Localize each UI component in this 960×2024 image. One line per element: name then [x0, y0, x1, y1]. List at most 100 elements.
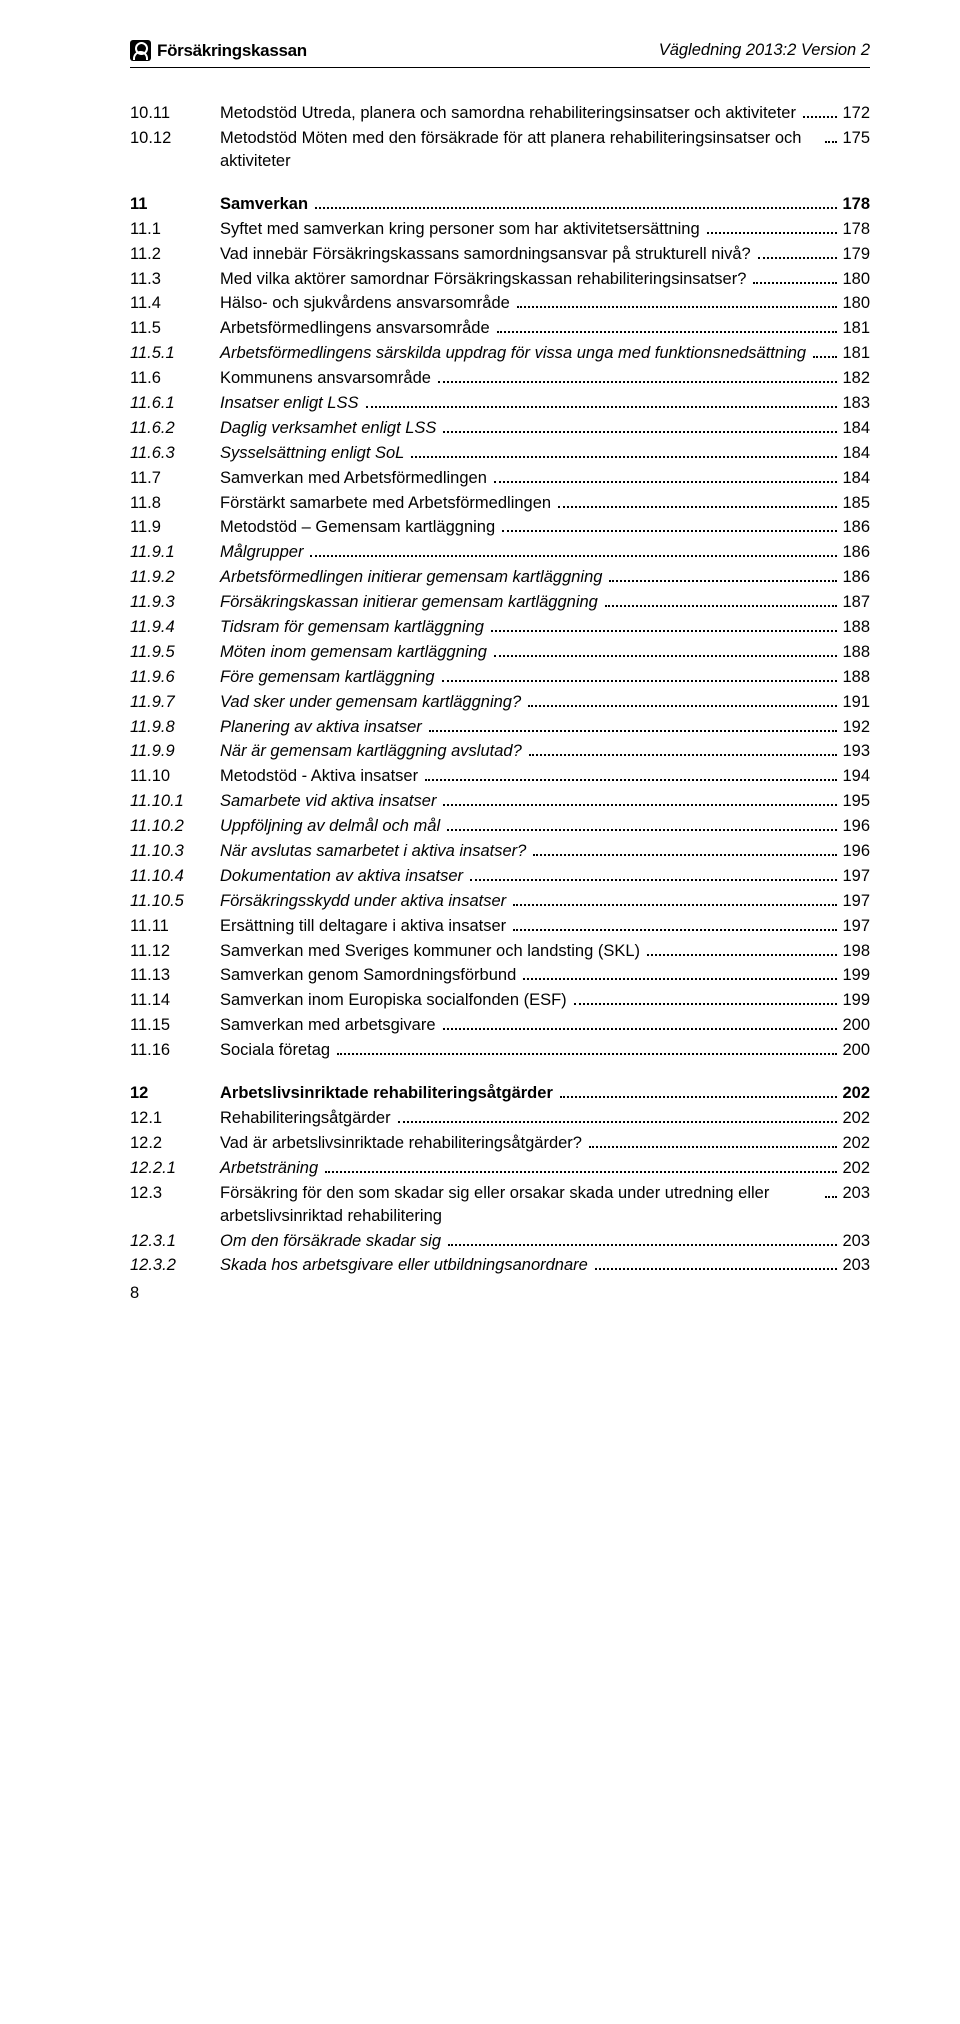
toc-num: 12.2: [130, 1132, 220, 1155]
toc-text: Hälso- och sjukvårdens ansvarsområde: [220, 292, 514, 315]
toc-section-gap: [130, 1064, 870, 1082]
toc-row: 11.8Förstärkt samarbete med Arbetsförmed…: [130, 492, 870, 515]
toc-text: Uppföljning av delmål och mål: [220, 815, 444, 838]
toc-num: 11.9.4: [130, 616, 220, 639]
toc-leader: [425, 768, 837, 781]
toc-page: 186: [840, 566, 870, 589]
toc-num: 11.10.3: [130, 840, 220, 863]
toc-page: 202: [840, 1082, 870, 1105]
toc-row: 11.14Samverkan inom Europiska socialfond…: [130, 989, 870, 1012]
toc-text: Samverkan med Sveriges kommuner och land…: [220, 940, 644, 963]
toc-leader: [803, 105, 837, 118]
toc-row: 12.3.1Om den försäkrade skadar sig203: [130, 1230, 870, 1253]
toc-row: 11.9.7Vad sker under gemensam kartläggni…: [130, 691, 870, 714]
toc-leader: [589, 1135, 838, 1148]
toc-text: Arbetsträning: [220, 1157, 322, 1180]
toc-row: 11.11Ersättning till deltagare i aktiva …: [130, 915, 870, 938]
toc-leader: [813, 345, 837, 358]
toc-text: Metodstöd – Gemensam kartläggning: [220, 516, 499, 539]
toc-label: Försäkringsskydd under aktiva insatser19…: [220, 890, 870, 913]
toc-text: När avslutas samarbetet i aktiva insatse…: [220, 840, 530, 863]
toc-page: 184: [840, 467, 870, 490]
toc-page: 186: [840, 541, 870, 564]
toc-num: 11.10.4: [130, 865, 220, 888]
toc-num: 12.2.1: [130, 1157, 220, 1180]
toc-label: Planering av aktiva insatser192: [220, 716, 870, 739]
toc-row: 11.5.1Arbetsförmedlingens särskilda uppd…: [130, 342, 870, 365]
logo: Försäkringskassan: [130, 40, 307, 61]
toc-leader: [523, 967, 837, 980]
toc-text: Daglig verksamhet enligt LSS: [220, 417, 440, 440]
toc-num: 12.3: [130, 1182, 220, 1205]
toc-label: Vad innebär Försäkringskassans samordnin…: [220, 243, 870, 266]
toc-num: 11.6.3: [130, 442, 220, 465]
toc-label: Före gemensam kartläggning188: [220, 666, 870, 689]
toc-num: 11.6.1: [130, 392, 220, 415]
toc-num: 11.12: [130, 940, 220, 963]
toc-label: Vad är arbetslivsinriktade rehabiliterin…: [220, 1132, 870, 1155]
toc-row: 11.12Samverkan med Sveriges kommuner och…: [130, 940, 870, 963]
toc-num: 12.1: [130, 1107, 220, 1130]
toc-text: Försäkringskassan initierar gemensam kar…: [220, 591, 602, 614]
toc-page: 192: [840, 716, 870, 739]
toc-num: 11.3: [130, 268, 220, 291]
toc-row: 11.10.5Försäkringsskydd under aktiva ins…: [130, 890, 870, 913]
toc-text: Vad är arbetslivsinriktade rehabiliterin…: [220, 1132, 586, 1155]
toc-page: 202: [840, 1107, 870, 1130]
toc-page: 199: [840, 964, 870, 987]
toc-text: Tidsram för gemensam kartläggning: [220, 616, 488, 639]
toc-num: 11.15: [130, 1014, 220, 1037]
toc-page: 188: [840, 641, 870, 664]
toc-label: Försäkringskassan initierar gemensam kar…: [220, 591, 870, 614]
toc-row: 11.7Samverkan med Arbetsförmedlingen184: [130, 467, 870, 490]
toc-label: Metodstöd - Aktiva insatser194: [220, 765, 870, 788]
toc-page: 178: [840, 218, 870, 241]
toc-page: 188: [840, 666, 870, 689]
doc-title: Vägledning 2013:2 Version 2: [659, 41, 870, 60]
toc-num: 11.16: [130, 1039, 220, 1062]
toc-leader: [529, 743, 838, 756]
toc-text: Kommunens ansvarsområde: [220, 367, 435, 390]
toc-text: Försäkring för den som skadar sig eller …: [220, 1182, 822, 1228]
toc-leader: [574, 992, 838, 1005]
page-header: Försäkringskassan Vägledning 2013:2 Vers…: [130, 40, 870, 61]
toc-label: Metodstöd – Gemensam kartläggning186: [220, 516, 870, 539]
toc-leader: [491, 619, 838, 632]
toc-row: 11.10.3När avslutas samarbetet i aktiva …: [130, 840, 870, 863]
toc-page: 183: [840, 392, 870, 415]
toc-num: 11.1: [130, 218, 220, 241]
toc-page: 184: [840, 417, 870, 440]
toc-row: 11.1Syftet med samverkan kring personer …: [130, 218, 870, 241]
toc-row: 11.9.4Tidsram för gemensam kartläggning1…: [130, 616, 870, 639]
toc-text: Samverkan inom Europiska socialfonden (E…: [220, 989, 571, 1012]
toc-text: Vad sker under gemensam kartläggning?: [220, 691, 525, 714]
toc-row: 11.9.1Målgrupper186: [130, 541, 870, 564]
toc-row: 11.9.2Arbetsförmedlingen initierar gemen…: [130, 566, 870, 589]
toc-text: Metodstöd Utreda, planera och samordna r…: [220, 102, 800, 125]
toc-label: Daglig verksamhet enligt LSS 184: [220, 417, 870, 440]
toc-text: Målgrupper: [220, 541, 307, 564]
toc-label: Samverkan med Sveriges kommuner och land…: [220, 940, 870, 963]
toc-row: 11.15Samverkan med arbetsgivare200: [130, 1014, 870, 1037]
toc-leader: [438, 370, 838, 383]
toc-text: Insatser enligt LSS: [220, 392, 363, 415]
toc-num: 11.4: [130, 292, 220, 315]
toc-label: Sysselsättning enligt SoL184: [220, 442, 870, 465]
toc-label: Arbetsförmedlingens ansvarsområde181: [220, 317, 870, 340]
toc-label: Tidsram för gemensam kartläggning188: [220, 616, 870, 639]
toc-page: 203: [840, 1230, 870, 1253]
toc-leader: [310, 544, 837, 557]
toc-text: Samverkan genom Samordningsförbund: [220, 964, 520, 987]
toc-num: 11.9.2: [130, 566, 220, 589]
toc-num: 11.6: [130, 367, 220, 390]
toc-label: Metodstöd Utreda, planera och samordna r…: [220, 102, 870, 125]
toc-leader: [560, 1085, 838, 1098]
toc-leader: [325, 1160, 837, 1173]
toc-label: Vad sker under gemensam kartläggning?191: [220, 691, 870, 714]
toc-text: Ersättning till deltagare i aktiva insat…: [220, 915, 510, 938]
toc-label: Uppföljning av delmål och mål196: [220, 815, 870, 838]
toc-leader: [443, 793, 837, 806]
toc-page: 193: [840, 740, 870, 763]
toc-label: Möten inom gemensam kartläggning188: [220, 641, 870, 664]
toc-leader: [429, 718, 838, 731]
